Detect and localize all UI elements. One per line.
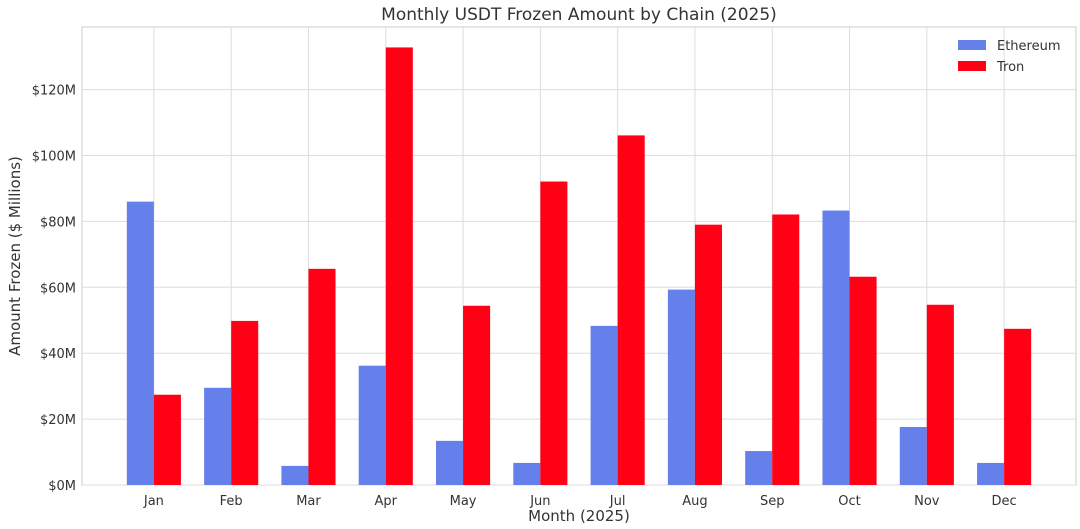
bar-tron <box>926 304 954 485</box>
x-tick-label: Mar <box>296 494 321 509</box>
legend-swatch <box>958 40 986 50</box>
y-tick-label: $40M <box>40 347 76 362</box>
bar-tron <box>463 305 491 485</box>
y-tick-label: $120M <box>32 84 76 99</box>
bar-ethereum <box>358 365 386 485</box>
x-tick-label: Aug <box>682 494 707 509</box>
y-tick-label: $60M <box>40 281 76 296</box>
x-tick-label: May <box>450 494 477 509</box>
y-tick-label: $20M <box>40 413 76 428</box>
bar-ethereum <box>436 440 464 485</box>
legend-swatch <box>958 61 986 71</box>
x-tick-label: Oct <box>838 494 860 509</box>
bar-ethereum <box>899 427 927 485</box>
x-tick-label: Feb <box>220 494 243 509</box>
legend-label: Tron <box>996 60 1024 75</box>
x-axis-label: Month (2025) <box>528 507 630 525</box>
bar-tron <box>849 276 877 485</box>
bar-ethereum <box>667 289 695 485</box>
bar-tron <box>1004 328 1032 485</box>
x-tick-label: Jul <box>609 494 626 509</box>
bar-ethereum <box>204 387 232 485</box>
x-tick-label: Sep <box>760 494 785 509</box>
bar-tron <box>308 268 336 485</box>
bar-ethereum <box>281 465 309 485</box>
bar-ethereum <box>822 210 850 486</box>
y-tick-label: $80M <box>40 215 76 230</box>
bar-ethereum <box>745 451 773 485</box>
y-axis-label: Amount Frozen ($ Millions) <box>6 156 24 356</box>
bar-ethereum <box>590 325 618 485</box>
bar-tron <box>153 394 181 485</box>
bar-tron <box>385 47 413 486</box>
bar-tron <box>772 214 800 485</box>
bar-tron <box>540 181 568 485</box>
bar-tron <box>231 320 259 485</box>
legend-label: Ethereum <box>997 39 1061 54</box>
x-tick-label: Apr <box>375 494 398 509</box>
bar-ethereum <box>126 201 154 485</box>
x-tick-label: Nov <box>914 494 940 509</box>
x-tick-label: Jun <box>529 494 550 509</box>
x-tick-label: Dec <box>992 494 1017 509</box>
bar-tron <box>694 224 722 485</box>
bar-tron <box>617 135 645 486</box>
y-tick-label: $100M <box>32 150 76 165</box>
bar-ethereum <box>977 462 1005 485</box>
x-tick-label: Jan <box>143 494 164 509</box>
bar-ethereum <box>513 462 541 485</box>
chart-title: Monthly USDT Frozen Amount by Chain (202… <box>381 5 777 25</box>
y-tick-label: $0M <box>48 479 76 494</box>
